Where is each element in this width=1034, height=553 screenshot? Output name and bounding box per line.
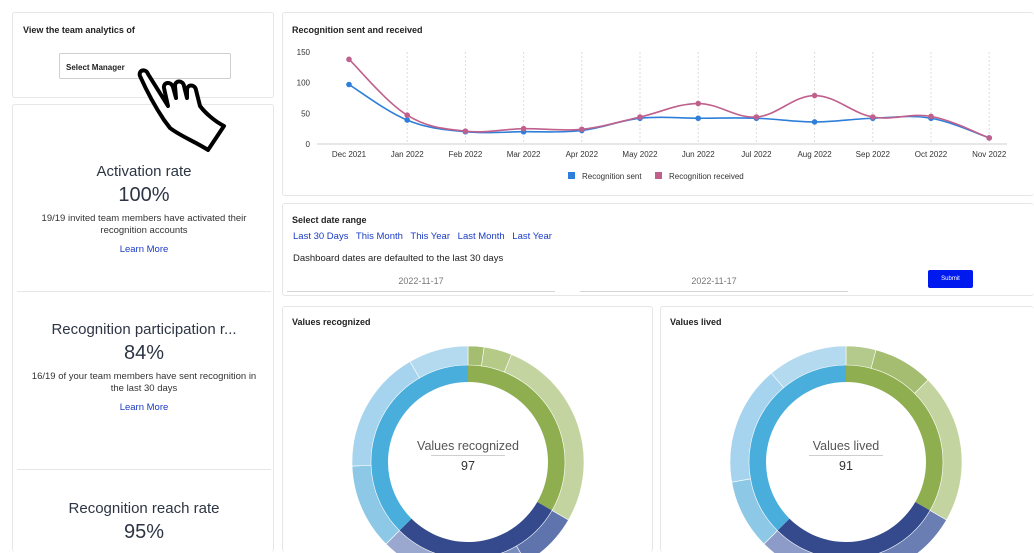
x-tick-label: Jul 2022	[741, 150, 772, 159]
range-last-year[interactable]: Last Year	[512, 231, 552, 242]
series-line-received	[349, 59, 989, 138]
metric-value: 95%	[13, 521, 275, 544]
participation-rate-metric: Recognition participation r... 84% 16/19…	[13, 321, 275, 415]
legend-label: Recognition received	[669, 172, 744, 181]
x-tick-label: Oct 2022	[915, 150, 948, 159]
data-point	[463, 128, 469, 134]
start-date-field[interactable]: 2022-11-17	[287, 276, 555, 292]
data-point	[986, 135, 992, 141]
series-line-sent	[349, 85, 989, 138]
donut-center-value: 91	[796, 459, 896, 473]
metric-description: 19/19 invited team members have activate…	[24, 213, 264, 237]
data-point	[346, 82, 352, 88]
date-default-note: Dashboard dates are defaulted to the las…	[293, 253, 503, 264]
reach-rate-metric: Recognition reach rate 95%	[13, 500, 275, 544]
x-tick-label: May 2022	[622, 150, 658, 159]
activation-rate-metric: Activation rate 100% 19/19 invited team …	[13, 163, 275, 257]
data-point	[754, 114, 760, 120]
x-tick-label: Mar 2022	[507, 150, 541, 159]
donut-center-rule	[809, 455, 883, 456]
range-this-month[interactable]: This Month	[356, 231, 403, 242]
date-range-card: Select date range Last 30 Days This Mont…	[282, 203, 1034, 296]
y-tick-label: 50	[301, 109, 310, 118]
metric-title: Recognition reach rate	[13, 500, 275, 517]
recognition-line-chart: Dec 2021 Jan 2022 Feb 2022 Mar 2022 Apr 2022…	[283, 13, 1034, 197]
x-tick-label: Jan 2022	[391, 150, 424, 159]
data-point	[346, 57, 352, 63]
donut-outer-segment	[846, 346, 876, 368]
metric-title: Activation rate	[13, 163, 275, 180]
range-last-month[interactable]: Last Month	[458, 231, 505, 242]
manager-selector-title: View the team analytics of	[23, 25, 135, 35]
submit-button[interactable]: Submit	[928, 270, 973, 288]
donut-center-label: Values lived	[766, 439, 926, 453]
data-point	[695, 101, 701, 107]
data-point	[521, 126, 527, 132]
data-point	[637, 114, 643, 120]
learn-more-link[interactable]: Learn More	[120, 244, 169, 255]
metric-title: Recognition participation r...	[13, 321, 275, 338]
values-lived-card: Values lived Values lived 91	[660, 306, 1034, 552]
legend-label: Recognition sent	[582, 172, 642, 181]
quick-range-links: Last 30 Days This Month This Year Last M…	[293, 231, 557, 242]
x-tick-label: Jun 2022	[682, 150, 715, 159]
legend-swatch	[568, 172, 575, 179]
data-point	[812, 93, 818, 99]
metric-description: 16/19 of your team members have sent rec…	[24, 371, 264, 395]
range-this-year[interactable]: This Year	[410, 231, 450, 242]
y-tick-label: 100	[297, 79, 311, 88]
x-tick-label: Feb 2022	[448, 150, 482, 159]
date-range-title: Select date range	[292, 215, 367, 225]
values-recognized-donut	[283, 307, 654, 553]
data-point	[579, 126, 585, 132]
donut-center-label: Values recognized	[388, 439, 548, 453]
x-tick-label: Nov 2022	[972, 150, 1007, 159]
x-tick-label: Sep 2022	[856, 150, 891, 159]
y-tick-label: 150	[297, 48, 311, 57]
data-point	[870, 114, 876, 120]
hand-cursor-icon	[134, 66, 230, 156]
range-last-30-days[interactable]: Last 30 Days	[293, 231, 348, 242]
donut-center-rule	[431, 455, 505, 456]
data-point	[812, 119, 818, 125]
x-tick-label: Dec 2021	[332, 150, 367, 159]
metric-value: 84%	[13, 342, 275, 365]
divider	[17, 291, 271, 292]
values-recognized-card: Values recognized Values recognized 97	[282, 306, 653, 552]
data-point	[404, 117, 410, 123]
donut-center-value: 97	[418, 459, 518, 473]
data-point	[928, 114, 934, 120]
data-point	[695, 115, 701, 121]
end-date-field[interactable]: 2022-11-17	[580, 276, 848, 292]
data-point	[404, 112, 410, 118]
x-tick-label: Apr 2022	[566, 150, 599, 159]
x-tick-label: Aug 2022	[797, 150, 832, 159]
metrics-card: Activation rate 100% 19/19 invited team …	[12, 104, 274, 552]
y-tick-label: 0	[306, 140, 311, 149]
values-lived-donut	[661, 307, 1034, 553]
divider	[17, 469, 271, 470]
learn-more-link[interactable]: Learn More	[120, 402, 169, 413]
metric-value: 100%	[13, 184, 275, 207]
legend-swatch	[655, 172, 662, 179]
